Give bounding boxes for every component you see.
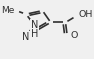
Text: Me: Me	[1, 6, 14, 15]
Text: OH: OH	[79, 10, 93, 19]
Text: O: O	[70, 31, 78, 40]
Text: N: N	[22, 32, 30, 42]
Text: H: H	[31, 29, 38, 39]
Text: N: N	[31, 20, 38, 30]
